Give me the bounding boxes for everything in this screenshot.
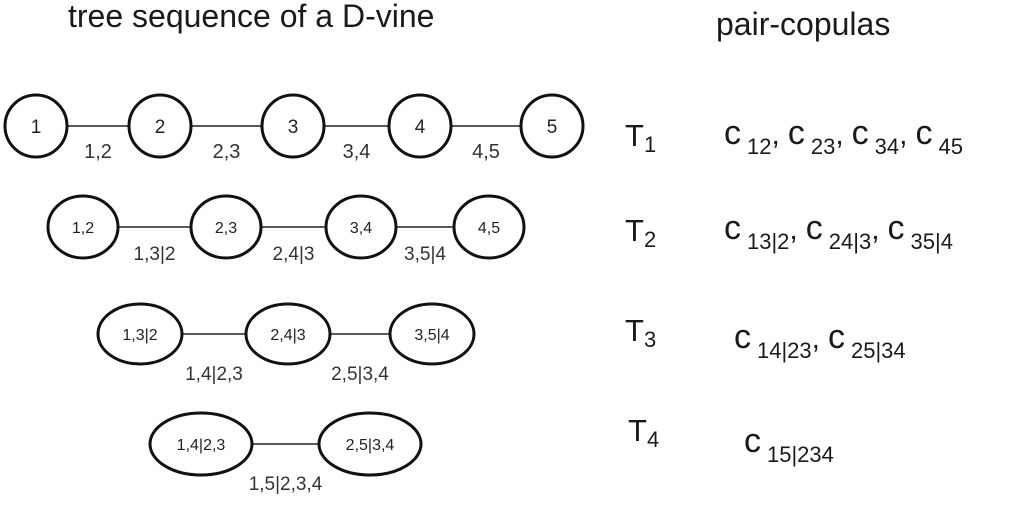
edge-label: 1,2 bbox=[84, 141, 112, 163]
tree-level-letter: T bbox=[625, 213, 644, 248]
tree-node bbox=[127, 93, 193, 159]
copula-symbol: c bbox=[915, 114, 933, 152]
tree-node bbox=[244, 302, 332, 366]
diagram-title: tree sequence of a D-vine bbox=[68, 0, 435, 34]
copula-symbol: c bbox=[734, 318, 751, 356]
node-label: 2,4|3 bbox=[270, 327, 305, 344]
tree-node bbox=[260, 93, 326, 159]
tree-level-index: 4 bbox=[646, 427, 660, 452]
tree-level-letter: T bbox=[625, 313, 644, 348]
node-label: 5 bbox=[547, 117, 558, 138]
copula-index: 12 bbox=[747, 134, 772, 159]
copula-index: 24|3 bbox=[828, 229, 872, 254]
tree-level-index: 1 bbox=[643, 132, 657, 157]
tree-level-index: 3 bbox=[643, 327, 657, 352]
copula-index: 14|23 bbox=[757, 338, 812, 363]
pair-copulas-title: pair-copulas bbox=[716, 6, 891, 42]
tree-level-label: T1 bbox=[625, 118, 656, 158]
copula-separator: , bbox=[771, 118, 780, 151]
copula-index: 34 bbox=[874, 134, 900, 159]
tree-level-label: T3 bbox=[625, 313, 656, 353]
copula-separator: , bbox=[811, 322, 820, 355]
edge-label: 2,4|3 bbox=[273, 244, 315, 265]
tree-level-label: T4 bbox=[628, 413, 659, 453]
copula-symbol: c bbox=[787, 114, 805, 152]
copula-index: 45 bbox=[938, 134, 963, 159]
node-label: 1 bbox=[31, 117, 42, 138]
tree-level-letter: T bbox=[628, 413, 647, 448]
pair-copula: c 23 bbox=[788, 114, 835, 160]
copula-separator: , bbox=[871, 213, 880, 246]
node-label: 3,4 bbox=[350, 220, 372, 237]
edge-label: 1,3|2 bbox=[134, 244, 176, 265]
node-label: 2,3 bbox=[215, 220, 237, 237]
pair-copula: c 12 bbox=[724, 114, 771, 160]
node-label: 1,2 bbox=[72, 220, 94, 237]
tree-node bbox=[148, 411, 254, 477]
copula-symbol: c bbox=[744, 422, 761, 460]
edge-label: 3,4 bbox=[343, 141, 371, 163]
tree-level-letter: T bbox=[625, 118, 644, 153]
pair-copula: c 13|2 bbox=[724, 209, 789, 255]
tree-node bbox=[519, 93, 585, 159]
tree-node bbox=[387, 93, 453, 159]
copula-index: 25|34 bbox=[851, 338, 906, 363]
copula-symbol: c bbox=[828, 318, 845, 356]
tree-node bbox=[96, 302, 184, 366]
tree-node bbox=[452, 194, 526, 260]
tree-level-index: 2 bbox=[643, 227, 657, 252]
node-label: 2,5|3,4 bbox=[346, 437, 395, 454]
node-label: 4,5 bbox=[478, 220, 500, 237]
pair-copula-row: c 15|234 bbox=[744, 422, 834, 468]
tree-node bbox=[388, 302, 476, 366]
pair-copula: c 15|234 bbox=[744, 422, 834, 468]
copula-index: 35|4 bbox=[910, 229, 953, 254]
tree-node bbox=[317, 411, 423, 477]
edge-label: 3,5|4 bbox=[404, 244, 446, 265]
pair-copula: c 14|23 bbox=[734, 318, 812, 364]
pair-copula-row: c 13|2, c 24|3, c 35|4 bbox=[724, 209, 953, 255]
copula-symbol: c bbox=[724, 114, 741, 152]
edge-label: 1,5|2,3,4 bbox=[249, 474, 323, 495]
copula-symbol: c bbox=[851, 114, 869, 152]
node-label: 4 bbox=[415, 117, 426, 138]
pair-copula: c 45 bbox=[915, 114, 962, 160]
copula-index: 23 bbox=[810, 134, 836, 159]
copula-symbol: c bbox=[805, 209, 823, 247]
pair-copula: c 35|4 bbox=[888, 209, 953, 255]
node-label: 2 bbox=[155, 117, 166, 138]
edge-label: 2,5|3,4 bbox=[331, 364, 389, 385]
pair-copula: c 24|3 bbox=[806, 209, 871, 255]
node-label: 3 bbox=[288, 117, 299, 138]
pair-copula: c 34 bbox=[852, 114, 899, 160]
tree-node bbox=[46, 194, 120, 260]
node-label: 3,5|4 bbox=[414, 327, 449, 344]
tree-node bbox=[189, 194, 263, 260]
copula-symbol: c bbox=[887, 209, 905, 247]
copula-separator: , bbox=[789, 213, 798, 246]
tree-node bbox=[3, 93, 69, 159]
tree-level-label: T2 bbox=[625, 213, 656, 253]
copula-separator: , bbox=[899, 118, 908, 151]
copula-separator: , bbox=[835, 118, 844, 151]
copula-index: 15|234 bbox=[767, 442, 834, 467]
pair-copula-row: c 14|23, c 25|34 bbox=[734, 318, 906, 364]
pair-copula: c 25|34 bbox=[828, 318, 906, 364]
tree-node bbox=[324, 194, 398, 260]
edge-label: 4,5 bbox=[472, 141, 500, 163]
pair-copula-row: c 12, c 23, c 34, c 45 bbox=[724, 114, 963, 160]
node-label: 1,3|2 bbox=[122, 327, 157, 344]
node-label: 1,4|2,3 bbox=[177, 437, 226, 454]
edge-label: 2,3 bbox=[213, 141, 241, 163]
copula-index: 13|2 bbox=[747, 229, 790, 254]
edge-label: 1,4|2,3 bbox=[185, 364, 243, 385]
copula-symbol: c bbox=[724, 209, 741, 247]
